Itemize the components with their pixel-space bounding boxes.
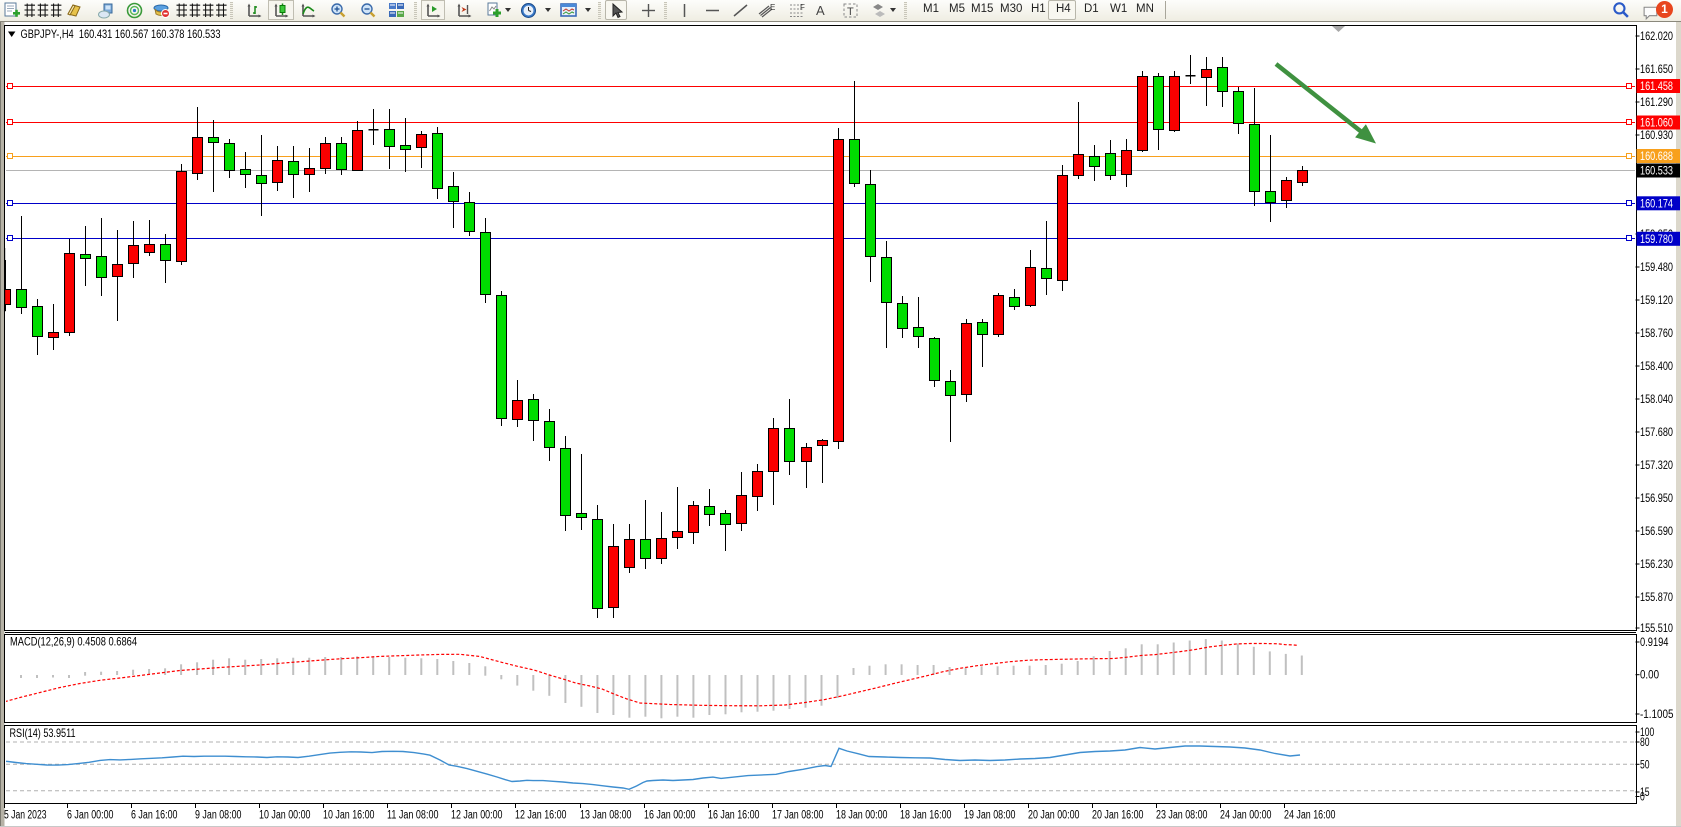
svg-text:161.060: 161.060 bbox=[1640, 118, 1673, 130]
svg-text:5 Jan 2023: 5 Jan 2023 bbox=[4, 810, 47, 822]
svg-text:158.760: 158.760 bbox=[1640, 328, 1673, 340]
svg-text:20 Jan 00:00: 20 Jan 00:00 bbox=[1028, 810, 1080, 822]
svg-text:12 Jan 16:00: 12 Jan 16:00 bbox=[515, 810, 567, 822]
svg-text:157.680: 157.680 bbox=[1640, 427, 1673, 439]
svg-text:156.950: 156.950 bbox=[1640, 493, 1673, 505]
svg-text:17 Jan 08:00: 17 Jan 08:00 bbox=[772, 810, 824, 822]
svg-text:RSI(14) 53.9511: RSI(14) 53.9511 bbox=[10, 726, 76, 740]
svg-text:24 Jan 00:00: 24 Jan 00:00 bbox=[1220, 810, 1272, 822]
svg-text:158.400: 158.400 bbox=[1640, 361, 1673, 373]
svg-text:161.458: 161.458 bbox=[1640, 81, 1673, 93]
svg-text:155.510: 155.510 bbox=[1640, 623, 1673, 635]
svg-text:6 Jan 00:00: 6 Jan 00:00 bbox=[67, 810, 114, 822]
svg-text:16 Jan 16:00: 16 Jan 16:00 bbox=[708, 810, 760, 822]
svg-text:16 Jan 00:00: 16 Jan 00:00 bbox=[644, 810, 696, 822]
svg-text:162.020: 162.020 bbox=[1640, 31, 1673, 43]
svg-text:15: 15 bbox=[1640, 787, 1650, 799]
svg-text:23 Jan 08:00: 23 Jan 08:00 bbox=[1156, 810, 1208, 822]
svg-text:159.120: 159.120 bbox=[1640, 295, 1673, 307]
svg-text:T: T bbox=[847, 6, 854, 18]
svg-text:160.688: 160.688 bbox=[1640, 151, 1673, 163]
svg-text:0.00: 0.00 bbox=[1640, 670, 1659, 682]
svg-text:20 Jan 16:00: 20 Jan 16:00 bbox=[1092, 810, 1144, 822]
svg-text:160.930: 160.930 bbox=[1640, 130, 1673, 142]
svg-text:80: 80 bbox=[1640, 737, 1650, 749]
svg-text:161.650: 161.650 bbox=[1640, 64, 1673, 76]
svg-text:50: 50 bbox=[1640, 759, 1650, 771]
svg-text:MACD(12,26,9) 0.4508 0.6864: MACD(12,26,9) 0.4508 0.6864 bbox=[10, 635, 137, 649]
svg-text:160.533: 160.533 bbox=[1640, 166, 1673, 178]
svg-text:24 Jan 16:00: 24 Jan 16:00 bbox=[1284, 810, 1336, 822]
svg-text:GBPJPY-,H4 160.431 160.567 16: GBPJPY-,H4 160.431 160.567 160.378 160.5… bbox=[21, 27, 221, 41]
svg-text:158.040: 158.040 bbox=[1640, 394, 1673, 406]
svg-text:10 Jan 16:00: 10 Jan 16:00 bbox=[323, 810, 375, 822]
svg-text:0: 0 bbox=[1640, 792, 1645, 804]
svg-text:12 Jan 00:00: 12 Jan 00:00 bbox=[451, 810, 503, 822]
svg-text:161.290: 161.290 bbox=[1640, 97, 1673, 109]
svg-text:19 Jan 08:00: 19 Jan 08:00 bbox=[964, 810, 1016, 822]
svg-text:159.480: 159.480 bbox=[1640, 262, 1673, 274]
svg-text:18 Jan 16:00: 18 Jan 16:00 bbox=[900, 810, 952, 822]
svg-text:160.174: 160.174 bbox=[1640, 198, 1673, 210]
svg-text:10 Jan 00:00: 10 Jan 00:00 bbox=[259, 810, 311, 822]
svg-text:18 Jan 00:00: 18 Jan 00:00 bbox=[836, 810, 888, 822]
svg-text:9 Jan 08:00: 9 Jan 08:00 bbox=[195, 810, 242, 822]
svg-text:156.230: 156.230 bbox=[1640, 559, 1673, 571]
svg-text:157.320: 157.320 bbox=[1640, 460, 1673, 472]
svg-text:100: 100 bbox=[1640, 727, 1654, 739]
svg-text:155.870: 155.870 bbox=[1640, 592, 1673, 604]
svg-text:159.780: 159.780 bbox=[1640, 234, 1673, 246]
svg-text:-1.1005: -1.1005 bbox=[1640, 709, 1674, 721]
svg-text:11 Jan 08:00: 11 Jan 08:00 bbox=[387, 810, 439, 822]
svg-text:156.590: 156.590 bbox=[1640, 526, 1673, 538]
svg-text:0.9194: 0.9194 bbox=[1640, 637, 1669, 649]
svg-text:6 Jan 16:00: 6 Jan 16:00 bbox=[131, 810, 178, 822]
svg-text:13 Jan 08:00: 13 Jan 08:00 bbox=[580, 810, 632, 822]
